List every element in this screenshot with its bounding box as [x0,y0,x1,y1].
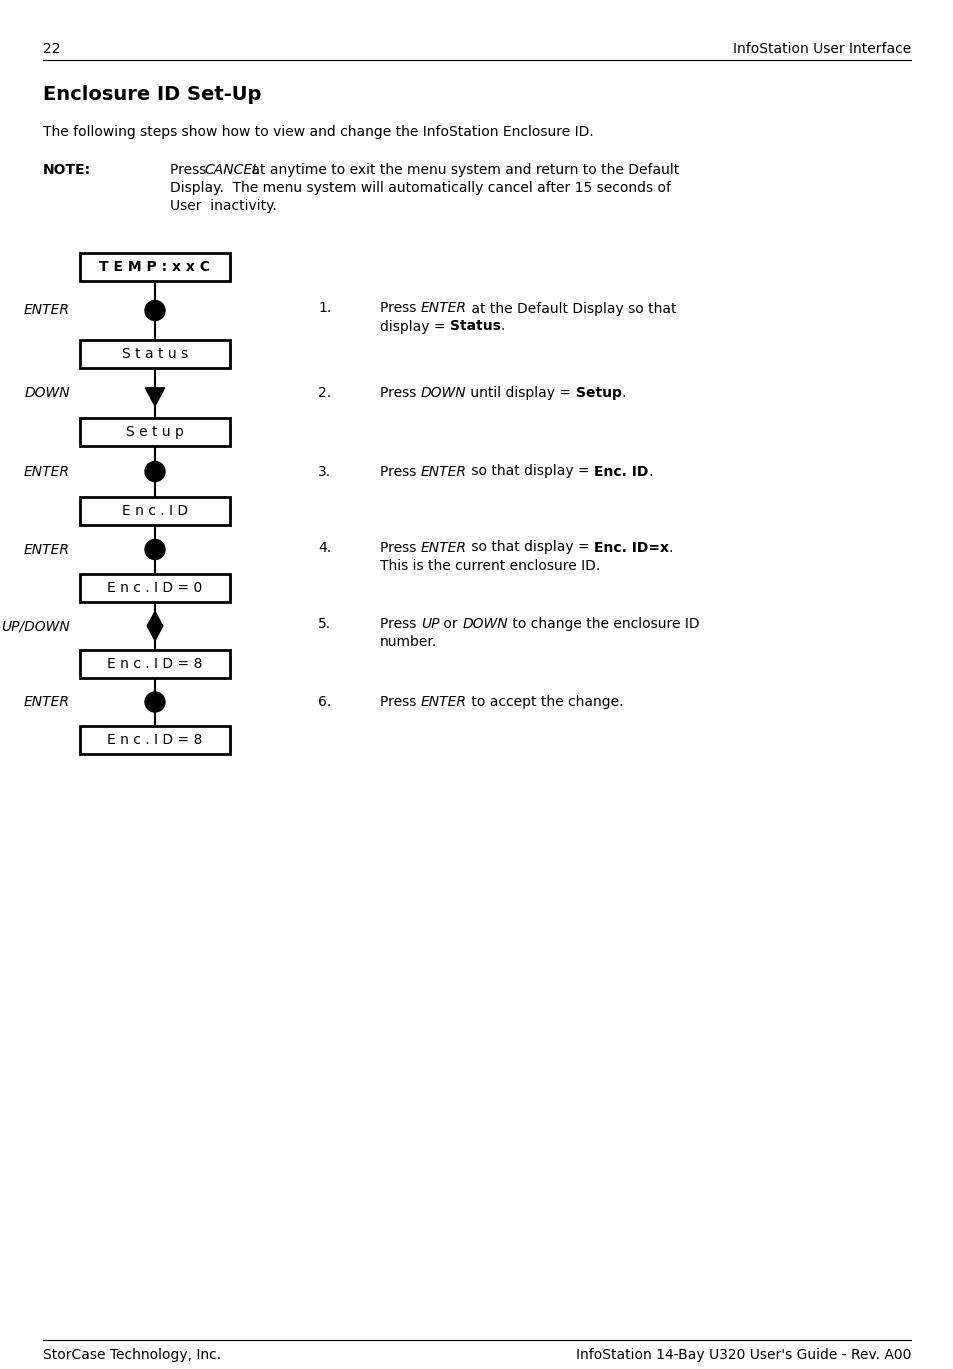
Text: DOWN: DOWN [420,386,466,400]
Text: StorCase Technology, Inc.: StorCase Technology, Inc. [43,1348,221,1362]
Text: S e t u p: S e t u p [126,424,184,439]
Text: at the Default Display so that: at the Default Display so that [466,301,676,315]
Text: T E M P : x x C: T E M P : x x C [99,260,211,274]
Bar [80,418,230,446]
Text: or: or [438,617,462,631]
Text: so that display =: so that display = [466,464,593,479]
Text: E n c . I D = 8: E n c . I D = 8 [107,657,202,671]
Text: ENTER: ENTER [24,542,70,557]
Text: Press: Press [379,464,420,479]
Text: .: . [668,541,673,554]
Text: CANCEL: CANCEL [204,163,259,177]
Text: number.: number. [379,635,436,649]
Bar [80,253,230,281]
Text: DOWN: DOWN [25,386,70,400]
Text: UP/DOWN: UP/DOWN [1,619,70,632]
Text: InfoStation 14-Bay U320 User's Guide - Rev. A00: InfoStation 14-Bay U320 User's Guide - R… [575,1348,910,1362]
Text: 3.: 3. [317,464,331,479]
Text: so that display =: so that display = [466,541,593,554]
Polygon shape [147,612,163,641]
Text: ENTER: ENTER [24,464,70,479]
Text: UP: UP [420,617,438,631]
Text: E n c . I D: E n c . I D [122,504,188,517]
Text: to change the enclosure ID: to change the enclosure ID [507,617,699,631]
Text: .: . [500,319,504,334]
Text: ENTER: ENTER [420,464,466,479]
Text: to accept the change.: to accept the change. [466,695,622,709]
Text: ENTER: ENTER [24,304,70,318]
Text: 4.: 4. [317,541,331,554]
Bar [80,726,230,754]
Bar [80,497,230,524]
Text: 1.: 1. [317,301,331,315]
Text: Enclosure ID Set-Up: Enclosure ID Set-Up [43,85,261,104]
Text: Status: Status [450,319,500,334]
Text: Display.  The menu system will automatically cancel after 15 seconds of: Display. The menu system will automatica… [170,181,670,194]
Text: This is the current enclosure ID.: This is the current enclosure ID. [379,559,599,572]
Circle shape [145,461,165,482]
Text: 2.: 2. [317,386,331,400]
Text: ENTER: ENTER [24,695,70,709]
Text: 6.: 6. [317,695,331,709]
Bar [80,650,230,678]
Circle shape [145,691,165,712]
Text: NOTE:: NOTE: [43,163,91,177]
Text: DOWN: DOWN [462,617,507,631]
Text: ENTER: ENTER [420,541,466,554]
Text: E n c . I D = 8: E n c . I D = 8 [107,732,202,747]
Text: until display =: until display = [466,386,576,400]
Text: Setup: Setup [576,386,621,400]
Polygon shape [145,387,165,407]
Circle shape [145,301,165,320]
Text: Press: Press [379,541,420,554]
Text: InfoStation User Interface: InfoStation User Interface [732,42,910,56]
Text: ENTER: ENTER [420,695,466,709]
Text: 22: 22 [43,42,60,56]
Text: at anytime to exit the menu system and return to the Default: at anytime to exit the menu system and r… [247,163,679,177]
Text: 5.: 5. [317,617,331,631]
Text: .: . [647,464,652,479]
Text: Enc. ID=x: Enc. ID=x [593,541,668,554]
Text: Press: Press [379,617,420,631]
Text: ENTER: ENTER [420,301,466,315]
Text: Press: Press [379,301,420,315]
Bar [80,340,230,368]
Text: S t a t u s: S t a t u s [122,346,188,361]
Text: Enc. ID: Enc. ID [593,464,647,479]
Bar [80,574,230,602]
Text: The following steps show how to view and change the InfoStation Enclosure ID.: The following steps show how to view and… [43,125,593,140]
Text: User  inactivity.: User inactivity. [170,199,276,214]
Text: E n c . I D = 0: E n c . I D = 0 [108,580,202,596]
Text: Press: Press [170,163,211,177]
Text: Press: Press [379,695,420,709]
Circle shape [145,539,165,560]
Text: Press: Press [379,386,420,400]
Text: .: . [621,386,625,400]
Text: display =: display = [379,319,450,334]
